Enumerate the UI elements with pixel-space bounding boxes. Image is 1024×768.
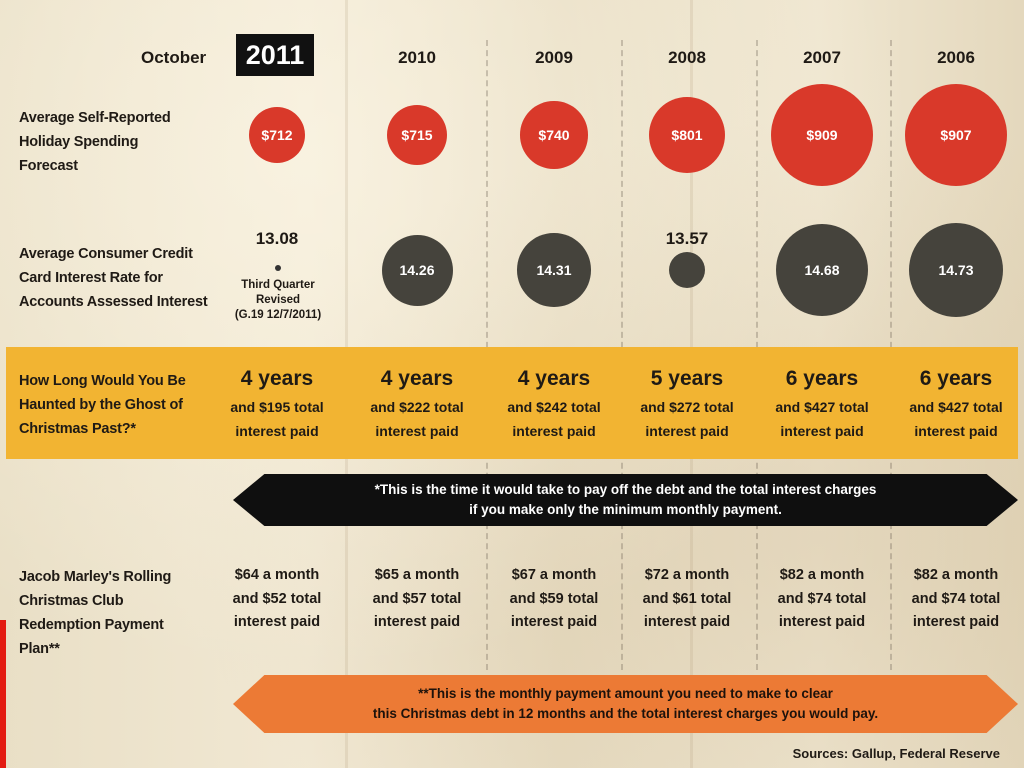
haunted-interest-line: and $427 total xyxy=(775,399,869,415)
interest-circle-2009: 14.31 xyxy=(517,233,591,307)
marley-payment-line: $67 a month xyxy=(511,567,597,583)
marley-payment-line: and $61 total xyxy=(642,590,732,607)
spending-circle-2007: $909 xyxy=(770,83,874,187)
banner-line: this Christmas debt in 12 months and the… xyxy=(372,706,879,721)
row-label-line: Holiday Spending xyxy=(19,134,139,150)
row-label-line: How Long Would You Be xyxy=(19,373,186,389)
marley-payment-line: and $74 total xyxy=(911,590,1001,607)
haunted-interest-line: and $222 total xyxy=(370,399,464,415)
year-header-2007: 2007 xyxy=(803,48,841,67)
red-edge-strip xyxy=(0,620,6,768)
interest-circle-2007: 14.68 xyxy=(776,224,868,316)
note-line: Third Quarter xyxy=(241,279,315,291)
haunted-interest-line: interest paid xyxy=(780,423,864,439)
sources-note: Sources: Gallup, Federal Reserve xyxy=(792,746,1000,761)
year-header-2009: 2009 xyxy=(535,48,573,67)
interest-circle-2006: 14.73 xyxy=(908,222,1004,318)
marley-payment-line: $65 a month xyxy=(374,567,460,583)
haunted-years-2007: 6 years xyxy=(785,367,859,390)
banner-line: if you make only the minimum monthly pay… xyxy=(469,502,782,517)
marley-payment-2006: $82 a month and $74 total interest paid xyxy=(894,564,1018,635)
haunted-years-2006: 6 years xyxy=(919,367,993,390)
spending-circle-2006: $907 xyxy=(904,83,1008,187)
row-label-line: Christmas Club xyxy=(19,593,124,609)
interest-circle-2008 xyxy=(668,251,706,289)
banner-line: *This is the time it would take to pay o… xyxy=(374,482,877,497)
spending-circle-2010: $715 xyxy=(386,104,448,166)
marley-payment-line: interest paid xyxy=(778,614,866,630)
marley-payment-line: $64 a month xyxy=(234,567,320,583)
row-label-line: Average Self-Reported xyxy=(19,110,171,126)
marley-payment-line: interest paid xyxy=(373,614,461,630)
row-label-marley: Jacob Marley's Rolling Christmas Club Re… xyxy=(19,565,171,661)
haunted-interest-line: and $272 total xyxy=(640,399,734,415)
haunted-years-2010: 4 years xyxy=(380,367,454,390)
spending-circle-2008: $801 xyxy=(648,96,725,173)
marley-payment-line: $82 a month xyxy=(779,567,865,583)
monthly-payment-footnote-banner: **This is the monthly payment amount you… xyxy=(233,675,1018,733)
marley-payment-line: and $57 total xyxy=(372,590,462,607)
marley-payment-line: interest paid xyxy=(510,614,598,630)
haunted-interest-2011: and $195 total interest paid xyxy=(215,395,339,443)
minimum-payment-footnote-banner: *This is the time it would take to pay o… xyxy=(233,474,1018,526)
haunted-interest-line: and $242 total xyxy=(507,399,601,415)
haunted-years-2011: 4 years xyxy=(240,367,314,390)
marley-payment-line: interest paid xyxy=(912,614,1000,630)
note-line: Revised xyxy=(255,294,301,306)
haunted-interest-2007: and $427 total interest paid xyxy=(760,395,884,443)
row-label-line: Jacob Marley's Rolling xyxy=(19,569,172,585)
haunted-interest-2009: and $242 total interest paid xyxy=(492,395,616,443)
banner-line: **This is the monthly payment amount you… xyxy=(418,686,833,701)
haunted-interest-2008: and $272 total interest paid xyxy=(625,395,749,443)
row-label-haunted: How Long Would You Be Haunted by the Gho… xyxy=(19,369,186,441)
row-label-line: Plan** xyxy=(19,641,60,657)
haunted-years-2008: 5 years xyxy=(650,367,724,390)
row-label-spending: Average Self-Reported Holiday Spending F… xyxy=(19,106,171,178)
row-label-line: Christmas Past?* xyxy=(19,421,136,437)
haunted-interest-line: and $427 total xyxy=(909,399,1003,415)
marley-payment-2007: $82 a month and $74 total interest paid xyxy=(760,564,884,635)
marley-payment-line: interest paid xyxy=(643,614,731,630)
haunted-interest-line: interest paid xyxy=(375,423,459,439)
row-label-line: Forecast xyxy=(19,158,78,174)
haunted-interest-2006: and $427 total interest paid xyxy=(894,395,1018,443)
row-label-line: Haunted by the Ghost of xyxy=(19,397,183,413)
haunted-interest-2010: and $222 total interest paid xyxy=(355,395,479,443)
row-label-line: Redemption Payment xyxy=(19,617,164,633)
haunted-interest-line: interest paid xyxy=(645,423,729,439)
haunted-years-2009: 4 years xyxy=(517,367,591,390)
year-header-2008: 2008 xyxy=(668,48,706,67)
haunted-interest-line: interest paid xyxy=(914,423,998,439)
note-line: (G.19 12/7/2011) xyxy=(234,309,322,321)
row-label-line: Average Consumer Credit xyxy=(19,246,193,262)
haunted-interest-line: interest paid xyxy=(235,423,319,439)
year-header-2010: 2010 xyxy=(398,48,436,67)
marley-payment-line: $82 a month xyxy=(913,567,999,583)
year-2011-callout: 2011 xyxy=(236,34,314,76)
marley-payment-line: and $59 total xyxy=(509,590,599,607)
interest-circle-2010: 14.26 xyxy=(381,234,453,306)
third-quarter-note: Third Quarter Revised (G.19 12/7/2011) xyxy=(226,278,330,323)
marley-payment-2011: $64 a month and $52 total interest paid xyxy=(215,564,339,635)
spending-circle-2009: $740 xyxy=(520,101,588,169)
marley-payment-2009: $67 a month and $59 total interest paid xyxy=(492,564,616,635)
haunted-interest-line: interest paid xyxy=(512,423,596,439)
interest-label-2008: 13.57 xyxy=(665,229,709,248)
marley-payment-line: $72 a month xyxy=(644,567,730,583)
row-label-line: Accounts Assessed Interest xyxy=(19,294,208,310)
year-header-2006: 2006 xyxy=(937,48,975,67)
haunted-band xyxy=(6,347,1018,459)
marley-payment-line: interest paid xyxy=(233,614,321,630)
spending-circle-2011: $712 xyxy=(249,107,305,163)
interest-label-2011: 13.08 xyxy=(255,229,299,248)
marley-payment-2008: $72 a month and $61 total interest paid xyxy=(625,564,749,635)
haunted-interest-line: and $195 total xyxy=(230,399,324,415)
marley-payment-line: and $52 total xyxy=(232,590,322,607)
row-label-line: Card Interest Rate for xyxy=(19,270,163,286)
row-label-interest: Average Consumer Credit Card Interest Ra… xyxy=(19,242,208,314)
marley-payment-2010: $65 a month and $57 total interest paid xyxy=(355,564,479,635)
month-label: October xyxy=(141,48,207,67)
marley-payment-line: and $74 total xyxy=(777,590,867,607)
rate-dot-2011 xyxy=(275,265,281,271)
